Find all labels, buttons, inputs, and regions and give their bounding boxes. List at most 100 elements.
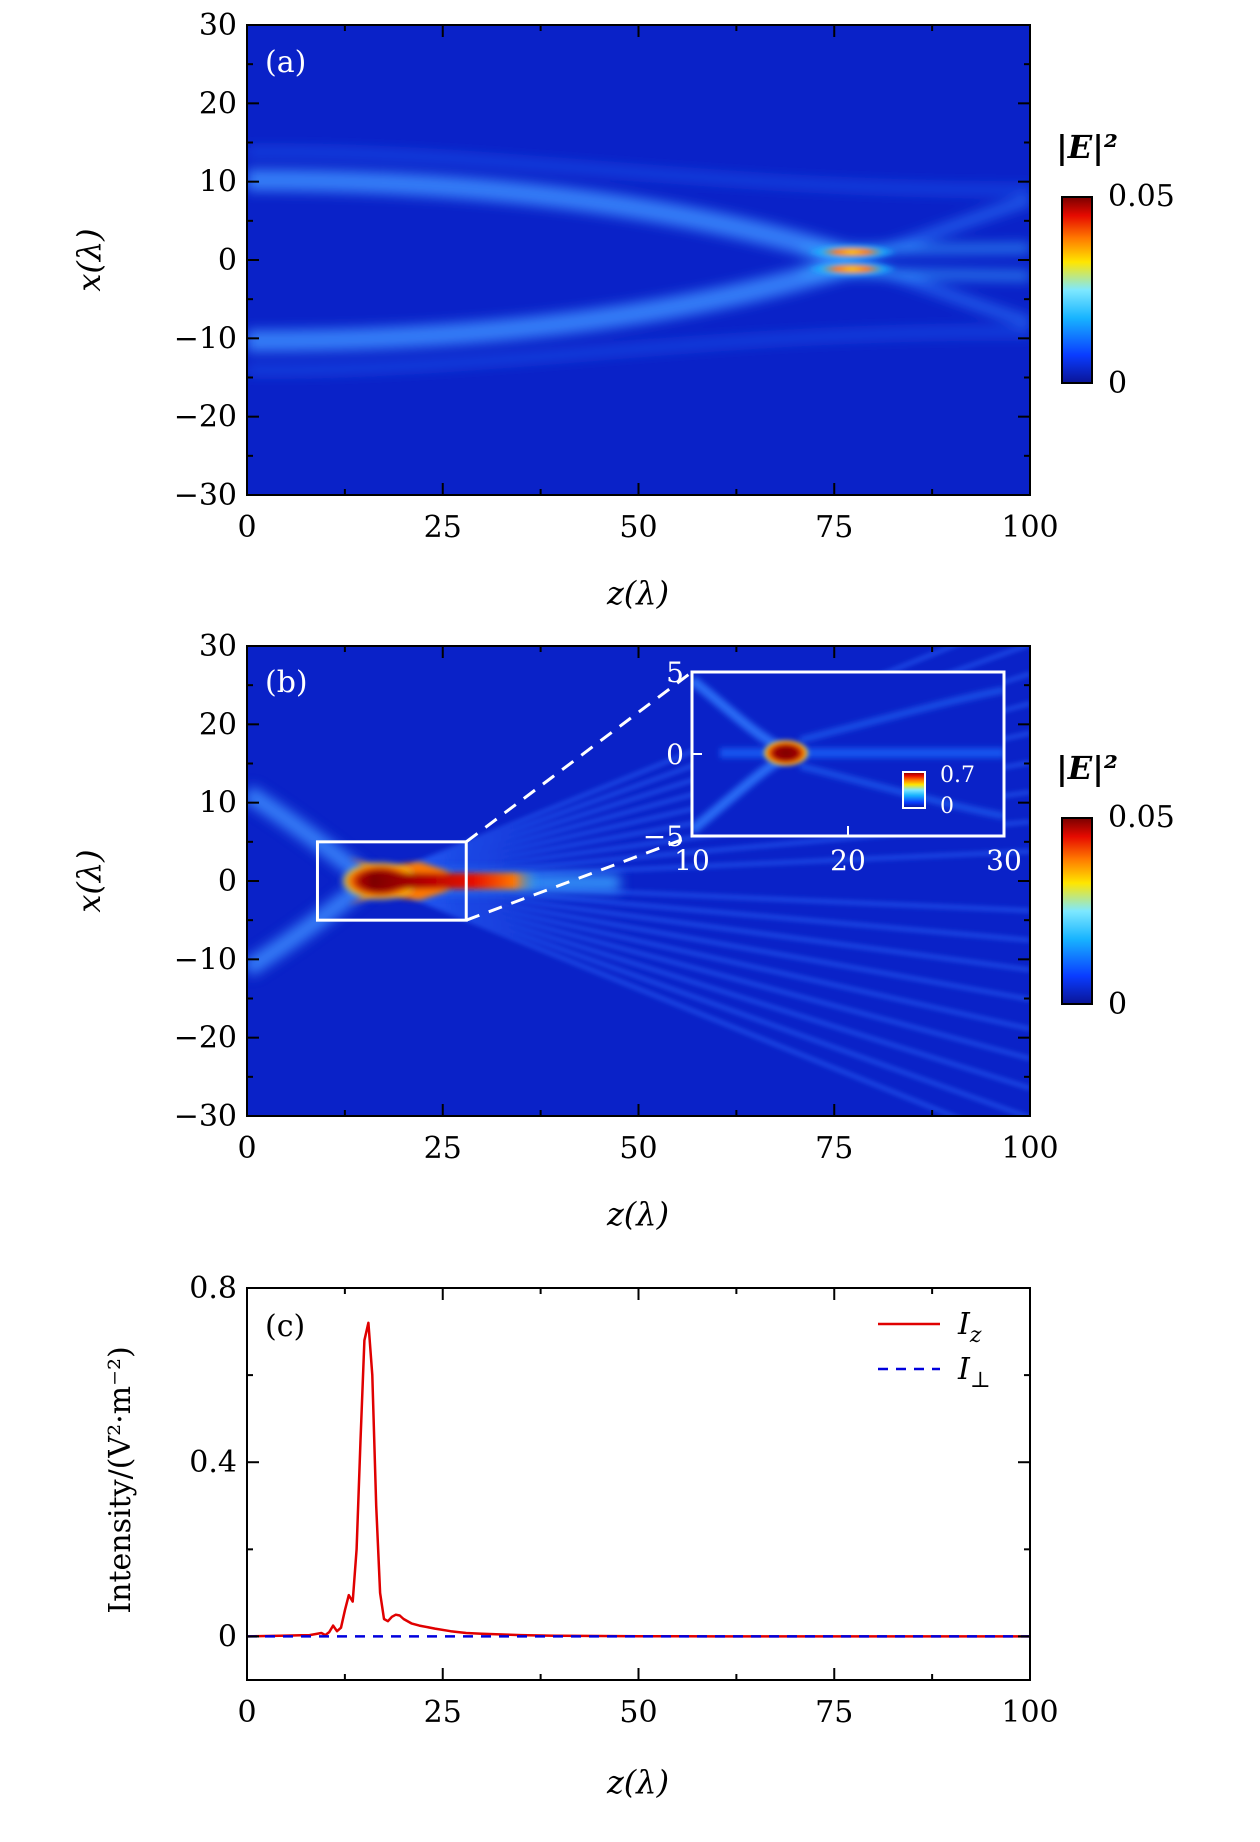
y-tick-label: −10: [174, 321, 237, 356]
x-tick-label: 0: [237, 510, 256, 545]
legend-label-iz-sub: z: [969, 1323, 982, 1348]
inset-hotspot: [762, 739, 810, 767]
y-tick-label: −10: [174, 942, 237, 977]
legend-label-iperp-sub: ⊥: [970, 1368, 991, 1393]
inset-x-tick-label: 20: [830, 844, 866, 877]
inset-y-tick-label: 0: [666, 738, 684, 771]
inset-colorbar-max: 0.7: [940, 763, 975, 788]
panel-a-xlabel: z(λ): [606, 574, 669, 612]
inset-x-tick-label: 10: [674, 844, 710, 877]
panel-a-ylabel: x(λ): [70, 228, 108, 291]
x-tick-label: 0: [237, 1131, 256, 1166]
legend-label-iperp-main: I: [957, 1352, 971, 1387]
inset-axes: 10 20 30 5 0 −5: [643, 656, 1022, 877]
panel-a-field: [247, 25, 1030, 495]
panel-c-ylabel: Intensity/(V²·m⁻²): [103, 1346, 138, 1613]
x-tick-label: 25: [424, 1131, 462, 1166]
panel-c-axes: 0 25 50 75 100 0.8 0.4 0: [189, 1271, 1058, 1730]
inset-y-tick-label: 5: [666, 656, 684, 689]
fringe-ray: [411, 883, 1030, 973]
y-tick-label: 0: [218, 864, 237, 899]
panel-b-label: (b): [265, 665, 308, 700]
y-tick-label: 0: [218, 1619, 237, 1654]
x-tick-label: 0: [237, 1695, 256, 1730]
y-tick-label: 30: [199, 629, 237, 664]
x-tick-label: 100: [1001, 510, 1058, 545]
legend-label-iperp: I⊥: [957, 1352, 991, 1393]
legend-label-iz: Iz: [957, 1307, 982, 1348]
panel-b-zoom-box: [315, 670, 693, 922]
panel-b-colorbar-bar: [1061, 817, 1093, 1005]
panel-a-label: (a): [265, 45, 306, 80]
fringe-ray: [411, 887, 1030, 1032]
y-tick-label: 0.4: [189, 1445, 237, 1480]
y-tick-label: 20: [199, 707, 237, 742]
x-tick-label: 75: [815, 1131, 853, 1166]
panel-c-xlabel: z(λ): [606, 1763, 669, 1801]
panel-a-hotspot-lower: [806, 261, 898, 277]
x-tick-label: 50: [619, 510, 657, 545]
panel-b-colorbar-title: |E|²: [1056, 749, 1118, 787]
panel-a-colorbar: |E|² 0.05 0: [1056, 128, 1175, 401]
fringe-ray: [411, 893, 1030, 1116]
panel-b-colorbar-max: 0.05: [1108, 800, 1175, 835]
zoom-rect: [315, 840, 468, 922]
y-tick-label: −30: [174, 1099, 237, 1134]
x-tick-label: 25: [424, 510, 462, 545]
legend-label-iz-main: I: [957, 1307, 971, 1342]
x-tick-label: 75: [815, 510, 853, 545]
panel-a-hotspot-upper: [806, 244, 898, 260]
inset-colorbar-min: 0: [940, 794, 954, 819]
fringe-ray: [412, 882, 1030, 943]
inset-y-tick-label: −5: [643, 820, 684, 853]
x-tick-label: 100: [1001, 1695, 1058, 1730]
panel-c-plot-area: [247, 1288, 1030, 1680]
panel-c-lines: [246, 1321, 1030, 1638]
panel-a-beam-lower-halo: [247, 326, 1030, 376]
inset-colorbar-bar: [902, 771, 926, 809]
y-tick-label: 30: [199, 8, 237, 43]
y-tick-label: −30: [174, 478, 237, 513]
panel-a-colorbar-max: 0.05: [1108, 179, 1175, 214]
x-tick-label: 50: [619, 1131, 657, 1166]
x-tick-label: 50: [619, 1695, 657, 1730]
y-tick-label: 20: [199, 86, 237, 121]
fringe-ray: [411, 894, 960, 1116]
y-tick-label: −20: [174, 400, 237, 435]
y-tick-label: −20: [174, 1021, 237, 1056]
inset-fringe-upper: [799, 687, 1004, 743]
panel-a-colorbar-bar: [1061, 196, 1093, 384]
y-tick-label: 0: [218, 243, 237, 278]
panel-a-beam-upper-halo: [247, 146, 1030, 195]
panel-b-ylabel: x(λ): [70, 849, 108, 912]
y-tick-label: 0.8: [189, 1271, 237, 1306]
panel-b-colorbar-min: 0: [1108, 987, 1127, 1022]
fringe-ray: [411, 891, 1030, 1091]
panel-a-background: [247, 25, 1030, 495]
inset-field: [692, 672, 1004, 836]
panel-b-focus-jet: [370, 873, 540, 889]
panel-b-colorbar: |E|² 0.05 0: [1056, 749, 1175, 1022]
y-tick-label: 10: [199, 165, 237, 200]
panel-a-beam-lower: [247, 252, 859, 352]
y-tick-label: 10: [199, 786, 237, 821]
panel-b-xlabel: z(λ): [606, 1195, 669, 1233]
panel-c-legend: Iz I⊥: [878, 1307, 991, 1393]
x-tick-label: 75: [815, 1695, 853, 1730]
fringe-ray: [411, 885, 1030, 1002]
panel-a-colorbar-title: |E|²: [1056, 128, 1118, 166]
zoom-connector-bottom: [465, 834, 693, 922]
fringe-ray: [411, 889, 1030, 1061]
panel-a-beam-upper: [247, 169, 859, 270]
inset-x-tick-label: 30: [986, 844, 1022, 877]
x-tick-label: 25: [424, 1695, 462, 1730]
panel-b-inset: 10 20 30 5 0 −5 0.7 0: [643, 656, 1022, 877]
panel-c-label: (c): [265, 1309, 305, 1344]
x-tick-label: 100: [1001, 1131, 1058, 1166]
series-line-iz: [246, 1321, 1030, 1638]
